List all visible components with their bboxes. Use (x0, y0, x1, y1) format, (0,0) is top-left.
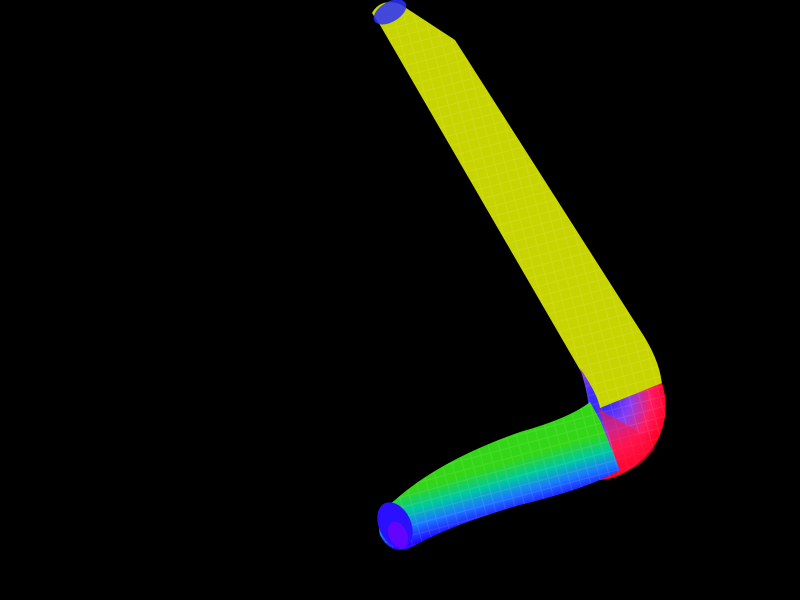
tube-top-cap (373, 0, 407, 25)
tube-bend-seam (596, 404, 655, 472)
